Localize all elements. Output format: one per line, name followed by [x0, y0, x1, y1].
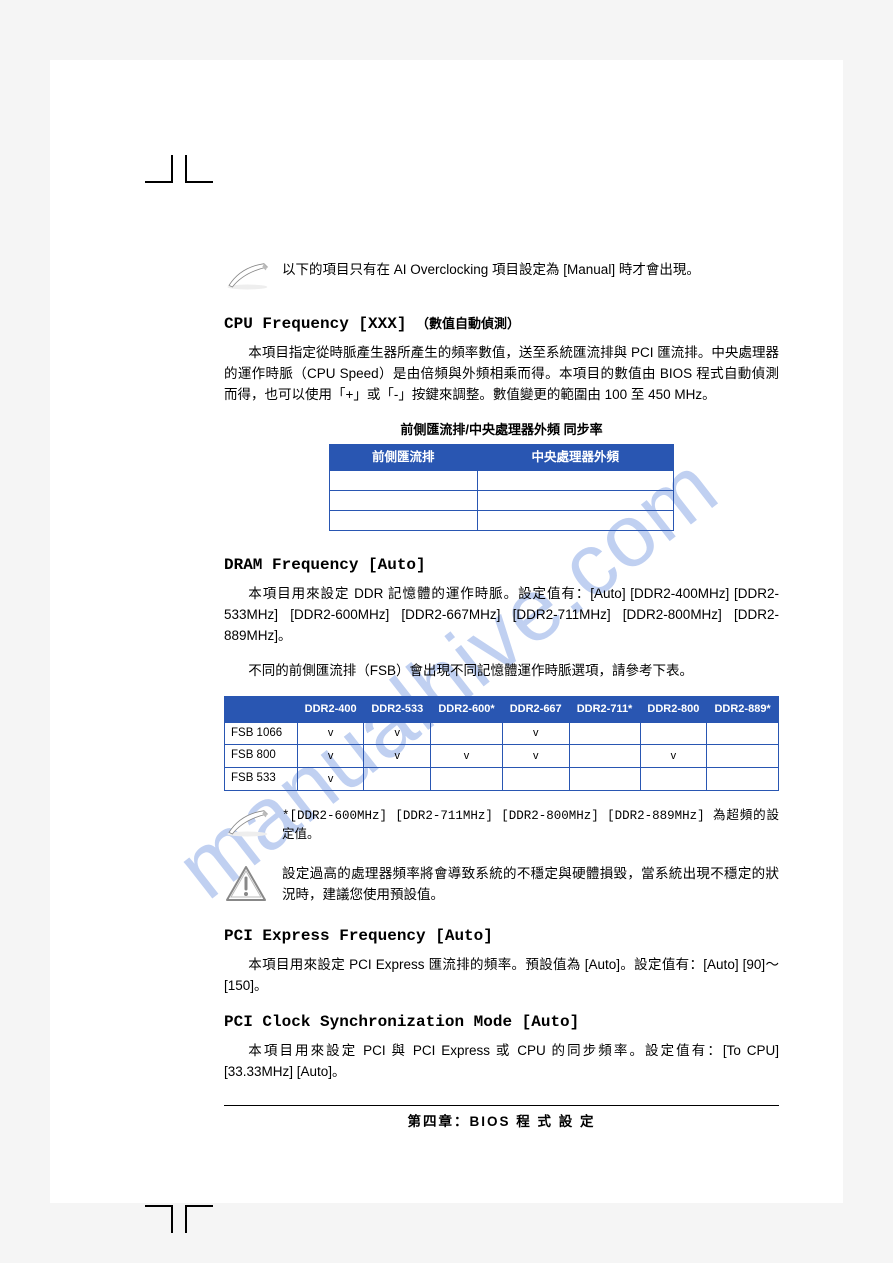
table2-header-5: DDR2-711* — [569, 696, 640, 722]
heading-cpu-frequency: CPU Frequency [XXX] （數值自動偵測） — [224, 312, 779, 337]
warning-box: 設定過高的處理器頻率將會導致系統的不穩定與硬體損毀，當系統出現不穩定的狀況時，建… — [224, 864, 779, 906]
dram-para-1: 本項目用來設定 DDR 記憶體的運作時脈。設定值有：[Auto] [DDR2-4… — [224, 584, 779, 647]
page-content: 以下的項目只有在 AI Overclocking 項目設定為 [Manual] … — [224, 260, 779, 1133]
fsb-ratio-table: 前側匯流排 中央處理器外頻 — [329, 444, 674, 531]
pen-icon — [224, 260, 274, 294]
table-row: FSB 800 vv vv v — [225, 745, 779, 768]
cpu-frequency-para: 本項目指定從時脈產生器所產生的頻率數值，送至系統匯流排與 PCI 匯流排。中央處… — [224, 343, 779, 406]
table2-header-4: DDR2-667 — [502, 696, 569, 722]
table-row: FSB 533 v — [225, 768, 779, 791]
table-row — [330, 511, 674, 531]
table1-title: 前側匯流排/中央處理器外頻 同步率 — [329, 420, 674, 440]
table2-header-2: DDR2-533 — [364, 696, 431, 722]
note-box-1: 以下的項目只有在 AI Overclocking 項目設定為 [Manual] … — [224, 260, 779, 294]
pcie-para: 本項目用來設定 PCI Express 匯流排的頻率。預設值為 [Auto]。設… — [224, 955, 779, 997]
warning-text: 設定過高的處理器頻率將會導致系統的不穩定與硬體損毀，當系統出現不穩定的狀況時，建… — [282, 864, 779, 906]
heading-pcie-frequency: PCI Express Frequency [Auto] — [224, 924, 779, 949]
dram-fsb-table: DDR2-400 DDR2-533 DDR2-600* DDR2-667 DDR… — [224, 696, 779, 791]
dram-para-2: 不同的前側匯流排（FSB）會出現不同記憶體運作時脈選項，請參考下表。 — [224, 661, 779, 682]
heading-cpu-frequency-sub: （數值自動偵測） — [416, 316, 520, 331]
pci-clock-para: 本項目用來設定 PCI 與 PCI Express 或 CPU 的同步頻率。設定… — [224, 1041, 779, 1083]
table-row — [330, 471, 674, 491]
table-row — [330, 491, 674, 511]
table1-header-1: 中央處理器外頻 — [477, 444, 673, 470]
table2-header-1: DDR2-400 — [297, 696, 364, 722]
table2-header-0 — [225, 696, 298, 722]
note-box-2: *[DDR2-600MHz] [DDR2-711MHz] [DDR2-800MH… — [224, 807, 779, 846]
table2-header-6: DDR2-800 — [640, 696, 707, 722]
table1-header-0: 前側匯流排 — [330, 444, 478, 470]
note-2-text: *[DDR2-600MHz] [DDR2-711MHz] [DDR2-800MH… — [282, 807, 779, 846]
table2-header-7: DDR2-889* — [707, 696, 779, 722]
pen-icon — [224, 807, 274, 841]
heading-cpu-frequency-text: CPU Frequency [XXX] — [224, 315, 406, 333]
note-1-text: 以下的項目只有在 AI Overclocking 項目設定為 [Manual] … — [282, 260, 779, 294]
warning-icon — [224, 864, 274, 906]
table-row: FSB 1066 vv v — [225, 722, 779, 745]
page-footer: 第四章：BIOS 程 式 設 定 — [224, 1106, 779, 1133]
heading-dram-frequency: DRAM Frequency [Auto] — [224, 553, 779, 578]
heading-pci-clock-sync: PCI Clock Synchronization Mode [Auto] — [224, 1010, 779, 1035]
table2-header-3: DDR2-600* — [431, 696, 503, 722]
